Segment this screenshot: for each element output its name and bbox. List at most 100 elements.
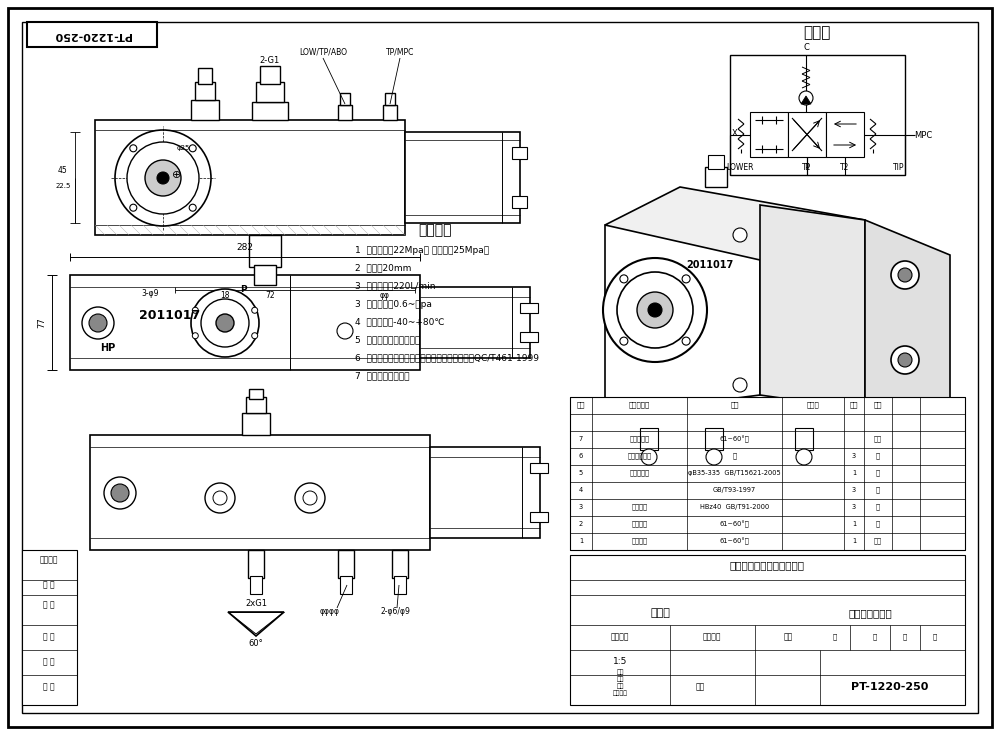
Text: 1  额定压力：22Mpa， 溢流压力25Mpa。: 1 额定压力：22Mpa， 溢流压力25Mpa。 xyxy=(355,245,489,254)
Bar xyxy=(22,550,77,705)
Circle shape xyxy=(130,204,137,211)
Polygon shape xyxy=(801,96,811,104)
Circle shape xyxy=(130,145,137,152)
Bar xyxy=(392,550,408,578)
Circle shape xyxy=(252,307,258,313)
Text: P: P xyxy=(804,162,810,171)
Text: 组合件: 组合件 xyxy=(650,608,670,618)
Text: 77: 77 xyxy=(38,318,46,329)
Text: 3: 3 xyxy=(579,504,583,510)
Text: 原理图: 原理图 xyxy=(803,26,831,40)
Bar xyxy=(788,112,826,157)
Text: 2: 2 xyxy=(579,521,583,527)
Bar xyxy=(260,66,280,84)
Text: 3  额定流量：220L/min: 3 额定流量：220L/min xyxy=(355,282,436,290)
Text: 主要参数: 主要参数 xyxy=(418,223,452,237)
Bar xyxy=(246,397,266,413)
Text: 2-G1: 2-G1 xyxy=(260,56,280,65)
Circle shape xyxy=(733,228,747,242)
Text: 3: 3 xyxy=(852,453,856,459)
Circle shape xyxy=(733,378,747,392)
Circle shape xyxy=(620,337,628,345)
Text: 签 字: 签 字 xyxy=(43,683,55,692)
Circle shape xyxy=(337,323,353,339)
Bar xyxy=(570,555,965,705)
Circle shape xyxy=(216,314,234,332)
Circle shape xyxy=(189,145,196,152)
Text: 备注: 备注 xyxy=(874,402,882,409)
Polygon shape xyxy=(760,205,865,410)
Circle shape xyxy=(891,261,919,289)
Text: P: P xyxy=(240,284,246,293)
Circle shape xyxy=(603,258,707,362)
Text: 材料: 材料 xyxy=(730,402,739,409)
Circle shape xyxy=(682,337,690,345)
Circle shape xyxy=(115,130,211,226)
Text: T1: T1 xyxy=(802,162,812,171)
Circle shape xyxy=(295,483,325,513)
Text: 4  工作温度：-40~+80℃: 4 工作温度：-40~+80℃ xyxy=(355,318,444,326)
Bar xyxy=(383,105,397,120)
Text: 备注: 备注 xyxy=(874,436,882,442)
Text: TP/MPC: TP/MPC xyxy=(386,48,414,57)
Text: 图样代号: 图样代号 xyxy=(612,690,628,696)
Circle shape xyxy=(145,160,181,196)
Text: 张: 张 xyxy=(873,634,877,640)
Circle shape xyxy=(104,477,136,509)
Bar xyxy=(248,550,264,578)
Bar xyxy=(249,389,263,399)
Text: 60°: 60° xyxy=(249,639,263,648)
Text: 1: 1 xyxy=(852,538,856,544)
Text: 序号: 序号 xyxy=(577,402,585,409)
Text: 2xG1: 2xG1 xyxy=(245,600,267,609)
Bar xyxy=(90,435,430,550)
Text: φφ: φφ xyxy=(380,290,390,299)
Text: 61~60°锂: 61~60°锂 xyxy=(720,520,749,528)
Circle shape xyxy=(189,204,196,211)
Bar xyxy=(254,265,276,285)
Text: 日 期: 日 期 xyxy=(43,658,55,667)
Circle shape xyxy=(213,491,227,505)
Text: TIP: TIP xyxy=(893,162,905,171)
Circle shape xyxy=(637,292,673,328)
Bar xyxy=(640,428,658,450)
Bar xyxy=(570,397,965,550)
Bar xyxy=(708,155,724,169)
Circle shape xyxy=(252,333,258,339)
Text: 审核: 审核 xyxy=(616,669,624,675)
Text: 审 核: 审 核 xyxy=(43,633,55,642)
Text: 282: 282 xyxy=(237,243,254,251)
Text: 4: 4 xyxy=(579,487,583,493)
Bar xyxy=(512,196,527,208)
Text: 材料标记: 材料标记 xyxy=(703,633,721,642)
Text: 22.5: 22.5 xyxy=(55,183,71,189)
Text: 61~60°锂: 61~60°锂 xyxy=(720,537,749,545)
Text: 数量: 数量 xyxy=(850,402,858,409)
Bar xyxy=(338,550,354,578)
Text: 密封组件: 密封组件 xyxy=(632,520,648,527)
Bar xyxy=(340,576,352,594)
Circle shape xyxy=(898,268,912,282)
Bar xyxy=(512,147,527,159)
Circle shape xyxy=(192,307,198,313)
Text: 件份: 件份 xyxy=(874,538,882,545)
Text: 第: 第 xyxy=(903,634,907,640)
Text: 质量: 质量 xyxy=(783,633,793,642)
Bar xyxy=(394,576,406,594)
Circle shape xyxy=(796,449,812,465)
Bar xyxy=(198,68,212,84)
Text: 3: 3 xyxy=(852,487,856,493)
Text: 共: 共 xyxy=(833,634,837,640)
Circle shape xyxy=(157,172,169,184)
Text: 45: 45 xyxy=(58,165,68,174)
Text: LOW/TP/ABO: LOW/TP/ABO xyxy=(299,48,347,57)
Text: T2: T2 xyxy=(840,162,850,171)
Text: 1:5: 1:5 xyxy=(613,658,627,667)
Text: 密封圈组件: 密封圈组件 xyxy=(630,470,650,476)
Polygon shape xyxy=(865,220,950,435)
Bar xyxy=(70,275,420,370)
Text: C: C xyxy=(803,43,809,51)
Text: 5  工作介质：抗磨液压油: 5 工作介质：抗磨液压油 xyxy=(355,335,420,345)
Text: MPC: MPC xyxy=(914,131,932,140)
Text: 2011017: 2011017 xyxy=(686,260,734,270)
